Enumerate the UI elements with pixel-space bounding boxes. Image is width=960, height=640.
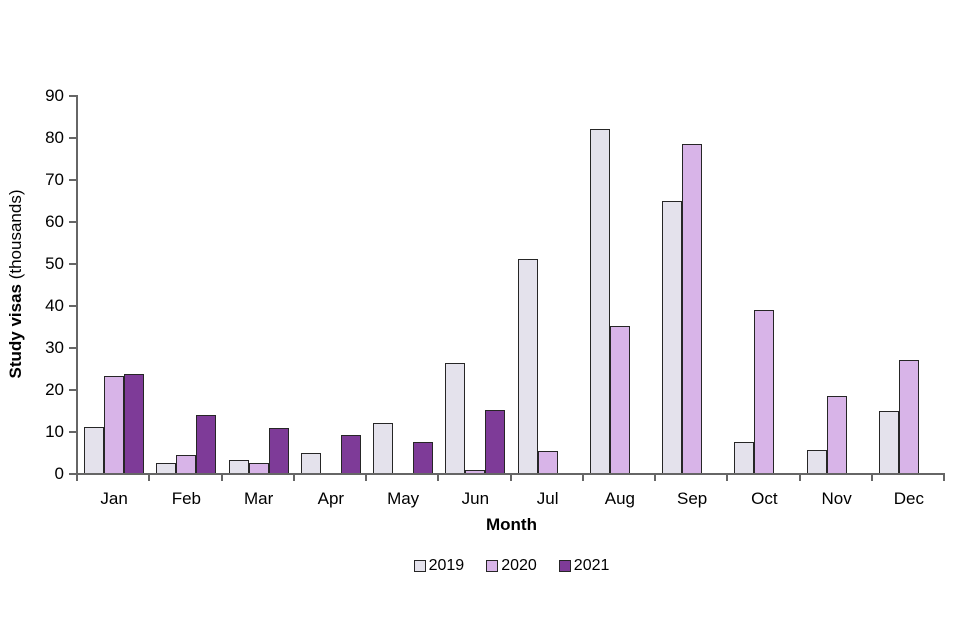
bar-2021-apr [340, 435, 361, 473]
x-tick-label-jan: Jan [100, 489, 128, 508]
y-tick [69, 473, 76, 475]
bar-2020-mar [248, 462, 269, 473]
bar-2020-jan [104, 376, 125, 473]
bar-2019-jun [445, 362, 466, 473]
y-tick-label: 20 [45, 380, 64, 399]
legend-swatch-2019 [413, 560, 426, 572]
bar-2020-oct [754, 310, 775, 473]
bar-2020-aug [609, 326, 630, 473]
legend: 2019 2020 2021 [78, 557, 945, 575]
y-tick-label: 80 [45, 128, 64, 147]
bar-2019-nov [806, 449, 827, 473]
x-tick-label-jul: Jul [536, 489, 559, 508]
x-tick [220, 475, 223, 481]
x-tick [76, 475, 78, 481]
legend-label-2021: 2021 [573, 557, 610, 574]
x-tick [581, 475, 584, 481]
legend-label-2019: 2019 [428, 557, 465, 574]
y-tick [69, 221, 76, 223]
y-tick [69, 137, 76, 139]
x-tick [292, 475, 295, 481]
x-axis-title: Month [486, 515, 537, 534]
x-tick-label-apr: Apr [317, 489, 345, 508]
bar-2021-feb [196, 415, 217, 473]
bar-2019-jan [84, 426, 105, 473]
x-tick [798, 475, 801, 481]
y-tick [69, 179, 76, 181]
y-tick-label: 90 [45, 86, 64, 105]
x-tick [509, 475, 512, 481]
y-tick-label: 10 [45, 422, 64, 441]
bar-2019-may [373, 422, 394, 473]
bar-2019-apr [300, 452, 321, 473]
y-tick-label: 0 [54, 464, 64, 483]
x-tick-label-aug: Aug [604, 489, 635, 508]
bar-2020-nov [826, 396, 847, 473]
x-tick-label-feb: Feb [171, 489, 202, 508]
x-tick [870, 475, 873, 481]
legend-swatch-2021 [558, 560, 571, 572]
bar-2019-jul [517, 258, 538, 473]
y-tick-label: 50 [45, 254, 64, 273]
legend-item-2020: 2020 [486, 557, 537, 575]
x-tick [654, 475, 656, 481]
bar-2019-dec [878, 411, 899, 473]
y-tick [69, 263, 76, 265]
x-axis-line [76, 473, 945, 475]
x-tick-label-may: May [387, 489, 420, 508]
x-tick-label-sep: Sep [677, 489, 708, 508]
bar-2019-mar [228, 460, 249, 473]
bar-2019-sep [662, 201, 683, 473]
x-tick [365, 475, 367, 481]
y-tick [69, 389, 76, 391]
bar-2020-jul [537, 450, 558, 473]
y-tick [69, 347, 76, 349]
bar-2020-sep [682, 144, 703, 473]
y-tick [69, 95, 76, 97]
y-tick-label: 60 [45, 212, 64, 231]
legend-item-2021: 2021 [558, 557, 610, 575]
x-tick [437, 475, 440, 481]
x-tick [943, 475, 945, 481]
bar-2021-jun [485, 410, 506, 473]
bar-2021-jan [124, 374, 145, 473]
bar-2019-aug [589, 128, 610, 473]
bar-2019-feb [156, 462, 177, 473]
bar-2019-oct [734, 441, 755, 473]
x-tick-label-mar: Mar [243, 489, 274, 508]
y-tick [69, 431, 76, 433]
bar-2020-jun [465, 469, 486, 473]
x-tick [726, 475, 729, 481]
bar-2020-feb [176, 454, 197, 473]
y-tick-label: 30 [45, 338, 64, 357]
x-tick-label-oct: Oct [751, 489, 778, 508]
bar-2020-dec [898, 360, 919, 473]
x-tick [148, 475, 151, 481]
legend-swatch-2020 [486, 560, 499, 572]
legend-item-2019: 2019 [413, 557, 465, 575]
y-axis-line [76, 95, 78, 475]
x-tick-label-nov: Nov [821, 489, 852, 508]
bar-2021-may [413, 442, 434, 473]
y-axis-title: Study visas (thousands) [6, 95, 28, 473]
y-tick-label: 40 [45, 296, 64, 315]
x-tick-label-jun: Jun [461, 489, 490, 508]
legend-label-2020: 2020 [501, 557, 537, 574]
bar-2021-mar [268, 427, 289, 473]
y-tick [69, 305, 76, 307]
y-tick-label: 70 [45, 170, 64, 189]
x-tick-label-dec: Dec [893, 489, 924, 508]
